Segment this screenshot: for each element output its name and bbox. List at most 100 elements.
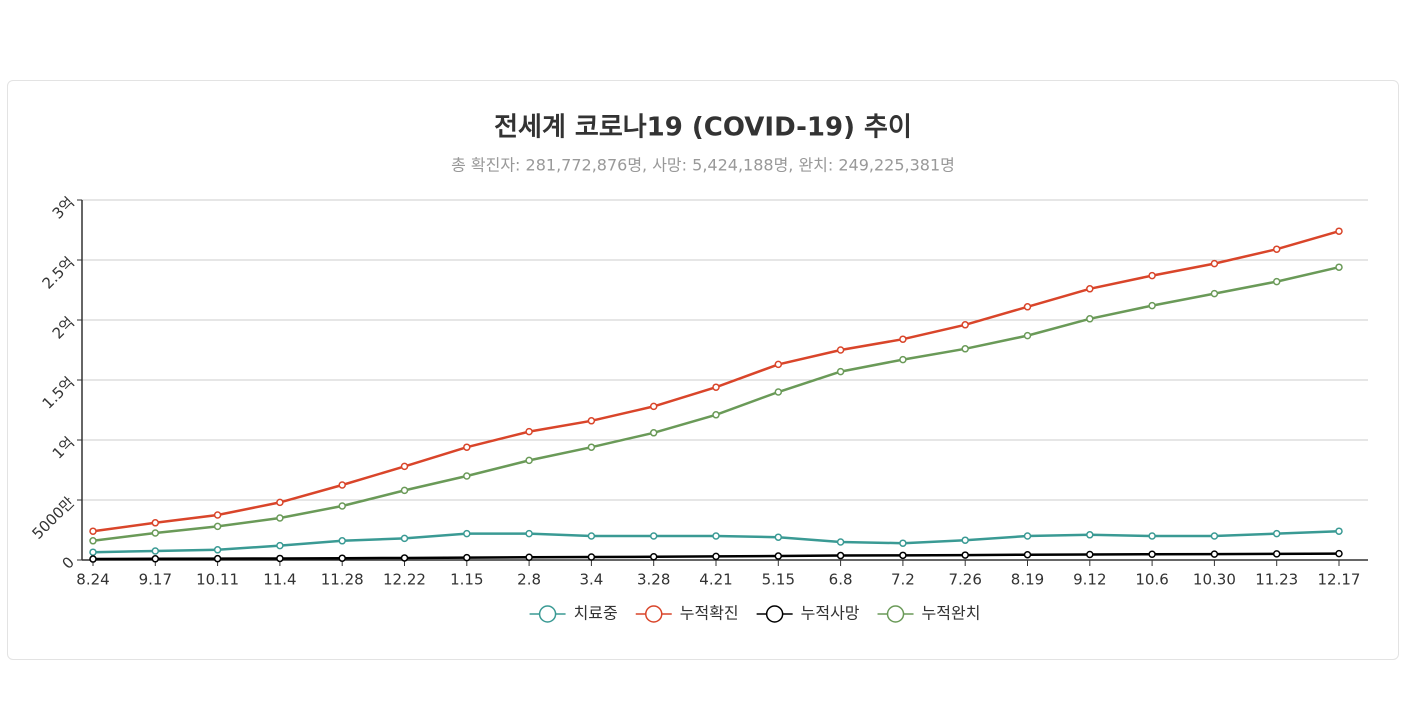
x-tick-label: 7.26	[948, 571, 981, 589]
point	[338, 554, 346, 562]
legend-item: 누적완치	[877, 604, 980, 623]
legend-label: 누적확진	[680, 604, 739, 623]
point	[961, 321, 969, 329]
point	[338, 537, 346, 545]
point	[587, 553, 596, 561]
point	[1086, 550, 1094, 559]
x-tick-label: 4.21	[699, 571, 732, 589]
point	[1210, 550, 1219, 558]
point	[213, 546, 222, 554]
point	[587, 443, 596, 451]
point	[151, 529, 160, 537]
x-tick-label: 9.17	[139, 571, 172, 589]
legend-item: 치료중	[529, 604, 618, 623]
x-tick-label: 1.15	[450, 571, 483, 589]
point	[774, 388, 783, 396]
point	[89, 548, 97, 556]
point	[1272, 277, 1281, 286]
point	[1148, 550, 1156, 558]
point	[1023, 303, 1032, 311]
y-tick-label: 1.5억	[39, 373, 78, 412]
point	[151, 555, 160, 563]
point	[649, 532, 658, 540]
point	[712, 383, 720, 391]
x-tick-label: 11.23	[1255, 571, 1298, 589]
x-tick-label: 6.8	[829, 571, 853, 589]
x-tick-label: 8.19	[1011, 571, 1044, 589]
point	[1023, 331, 1032, 340]
x-tick-label: 3.4	[579, 571, 603, 589]
point	[400, 462, 409, 471]
point	[712, 552, 720, 561]
point	[338, 481, 346, 489]
point	[961, 536, 969, 544]
point	[89, 527, 97, 535]
y-tick-label: 2.5억	[39, 253, 78, 292]
point	[899, 355, 907, 364]
point	[89, 555, 97, 563]
x-tick-label: 3.28	[637, 571, 670, 589]
point	[1272, 550, 1281, 558]
point	[1210, 289, 1219, 298]
point	[1272, 245, 1281, 253]
point	[836, 538, 845, 546]
point	[276, 541, 284, 550]
point	[1335, 527, 1343, 535]
point	[213, 511, 222, 519]
legend-marker	[645, 605, 663, 623]
point	[1086, 315, 1094, 323]
legend: 치료중 누적확진 누적사망 누적완치	[529, 604, 980, 623]
x-tick-label: 7.2	[891, 571, 915, 589]
point	[712, 411, 720, 419]
point	[213, 522, 222, 531]
x-tick-label: 12.17	[1318, 571, 1361, 589]
point	[1086, 531, 1094, 539]
point	[649, 553, 658, 561]
point	[400, 486, 409, 495]
point	[1210, 259, 1219, 268]
point	[1023, 532, 1032, 540]
y-tick-label: 1억	[49, 433, 78, 462]
point	[1335, 549, 1343, 558]
card	[7, 80, 1399, 660]
point	[899, 551, 907, 560]
point	[525, 553, 533, 561]
y-tick-label: 2억	[49, 313, 78, 342]
y-tick-label: 3억	[49, 193, 78, 222]
legend-marker	[538, 605, 557, 623]
point	[525, 427, 533, 436]
point	[961, 551, 969, 559]
point	[836, 346, 845, 354]
point	[649, 402, 658, 411]
point	[151, 547, 160, 555]
y-tick-label: 0	[59, 553, 78, 572]
x-tick-label: 10.30	[1193, 571, 1236, 589]
point	[1335, 227, 1343, 235]
chart-title: 전세계 코로나19 (COVID-19) 추이	[494, 113, 912, 143]
legend-marker	[886, 605, 905, 623]
point	[276, 514, 284, 522]
x-tick-label: 11.28	[321, 571, 364, 589]
point	[1023, 550, 1032, 559]
chart-subtitle: 총 확진자: 281,772,876명, 사망: 5,424,188명, 완치:…	[451, 156, 955, 175]
x-tick-label: 8.24	[76, 571, 109, 589]
point	[836, 367, 845, 376]
point	[525, 529, 533, 538]
point	[899, 335, 907, 343]
x-tick-label: 5.15	[762, 571, 795, 589]
point	[1335, 263, 1343, 271]
x-tick-label: 10.6	[1135, 571, 1168, 589]
x-tick-label: 11.4	[263, 571, 296, 589]
point	[774, 533, 783, 541]
point	[276, 498, 284, 507]
point	[400, 554, 409, 562]
legend-label: 치료중	[574, 604, 618, 623]
legend-item: 누적확진	[635, 604, 739, 623]
x-tick-label: 2.8	[517, 571, 541, 589]
point	[836, 551, 845, 560]
x-tick-label: 10.11	[196, 571, 239, 589]
point	[213, 554, 222, 563]
point	[1148, 271, 1156, 280]
